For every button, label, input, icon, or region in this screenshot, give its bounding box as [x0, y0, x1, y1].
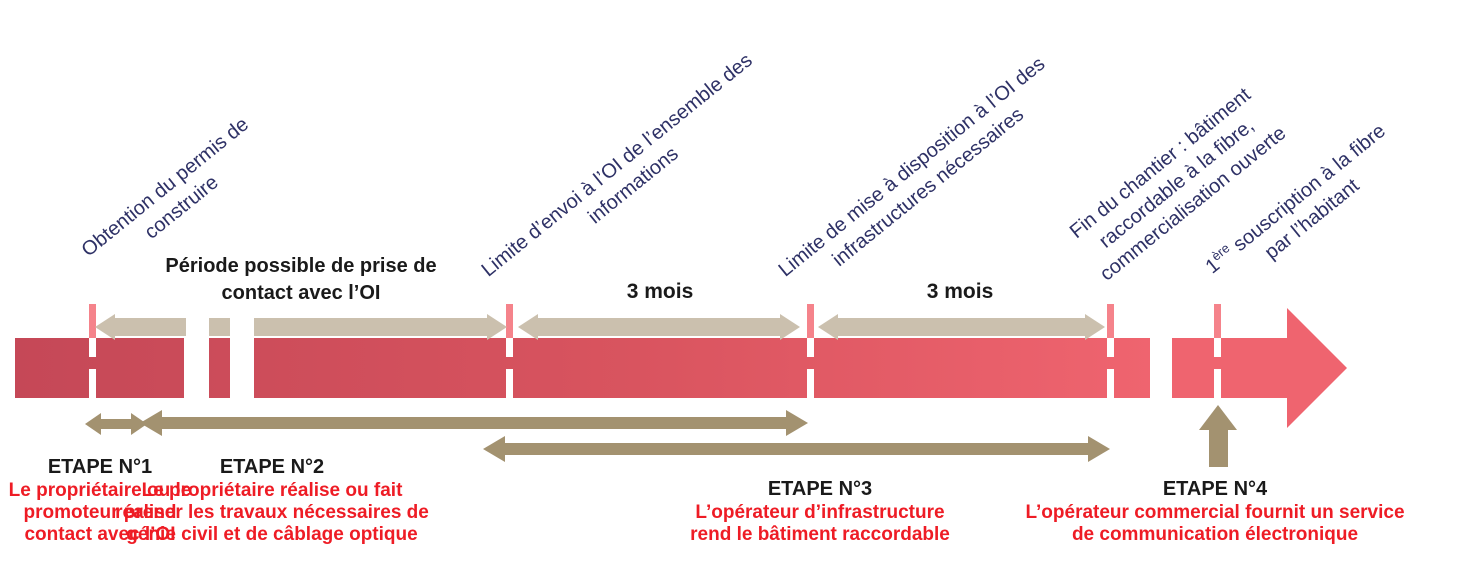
- contact-period-arrow-middle-piece: [209, 314, 230, 340]
- arrowhead-right-icon: [1085, 314, 1105, 340]
- milestone-tick: [1107, 304, 1114, 338]
- arrow-shaft: [505, 443, 1088, 455]
- contact-period-arrow-left-piece: [95, 314, 186, 340]
- arrowhead-left-icon: [483, 436, 505, 462]
- milestone-tick: [807, 304, 814, 338]
- arrowhead-left-icon: [818, 314, 838, 340]
- step2-description: Le propriétaire réalise ou fait réaliser…: [115, 480, 429, 545]
- milestone-tick: [1214, 304, 1221, 338]
- step4-description: L’opérateur commercial fournit un servic…: [1025, 502, 1405, 545]
- timeline-break-gap: [230, 336, 254, 400]
- arrowhead-left-icon: [85, 413, 101, 435]
- arrowhead-right-icon: [786, 410, 808, 436]
- contact-period-label: Période possible de prise de contact ave…: [165, 255, 437, 304]
- milestone-dashed-marker: [1214, 338, 1221, 398]
- step3-description: L’opérateur d’infrastructure rend le bât…: [690, 502, 950, 545]
- step1-description: Le propriétaire ou le promoteur prend co…: [8, 480, 192, 545]
- step3-title: ETAPE N°3: [767, 478, 873, 500]
- step2-title: ETAPE N°2: [219, 456, 325, 478]
- milestone-dashed-marker: [89, 338, 96, 398]
- step4-up-arrow-shaft: [1209, 429, 1228, 467]
- timeline-final-segment: [1172, 338, 1287, 398]
- arrow-shaft: [162, 417, 786, 429]
- duration-3mois-arrow-2: [818, 314, 1105, 340]
- arrowhead-left-icon: [95, 314, 115, 340]
- timeline-arrowhead: [1287, 308, 1347, 428]
- milestone-label-envoi-informations: Limite d’envoi à l’OI de l’ensemble des …: [477, 49, 757, 282]
- milestone-dashed-marker: [807, 338, 814, 398]
- arrowhead-right-icon: [1088, 436, 1110, 462]
- duration-3mois-arrow-1: [518, 314, 800, 340]
- duration-label-2: 3 mois: [926, 280, 994, 303]
- arrow-shaft: [254, 318, 487, 336]
- step2-span-arrow: [140, 410, 808, 436]
- duration-label-1: 3 mois: [626, 280, 694, 303]
- step1-title: ETAPE N°1: [47, 456, 153, 478]
- arrow-shaft: [538, 318, 780, 336]
- arrowhead-right-icon: [487, 314, 507, 340]
- milestone-tick: [506, 304, 513, 338]
- contact-period-arrow-right-piece: [254, 314, 507, 340]
- milestone-label-mise-a-disposition: Limite de mise à disposition à l’OI des …: [774, 52, 1050, 282]
- timeline-break-gap: [184, 336, 209, 400]
- arrow-shaft: [115, 318, 186, 336]
- arrowhead-left-icon: [518, 314, 538, 340]
- step1-span-arrow: [85, 411, 147, 437]
- arrow-shaft: [838, 318, 1085, 336]
- milestone-dashed-marker: [506, 338, 513, 398]
- arrowhead-right-icon: [780, 314, 800, 340]
- step4-title: ETAPE N°4: [1162, 478, 1268, 500]
- step3-span-arrow: [483, 436, 1110, 462]
- arrow-shaft: [101, 419, 131, 429]
- milestone-tick: [89, 304, 96, 338]
- step4-up-arrowhead-icon: [1199, 405, 1237, 430]
- arrow-shaft: [209, 318, 230, 336]
- milestone-dashed-marker: [1107, 338, 1114, 398]
- arrowhead-left-icon: [140, 410, 162, 436]
